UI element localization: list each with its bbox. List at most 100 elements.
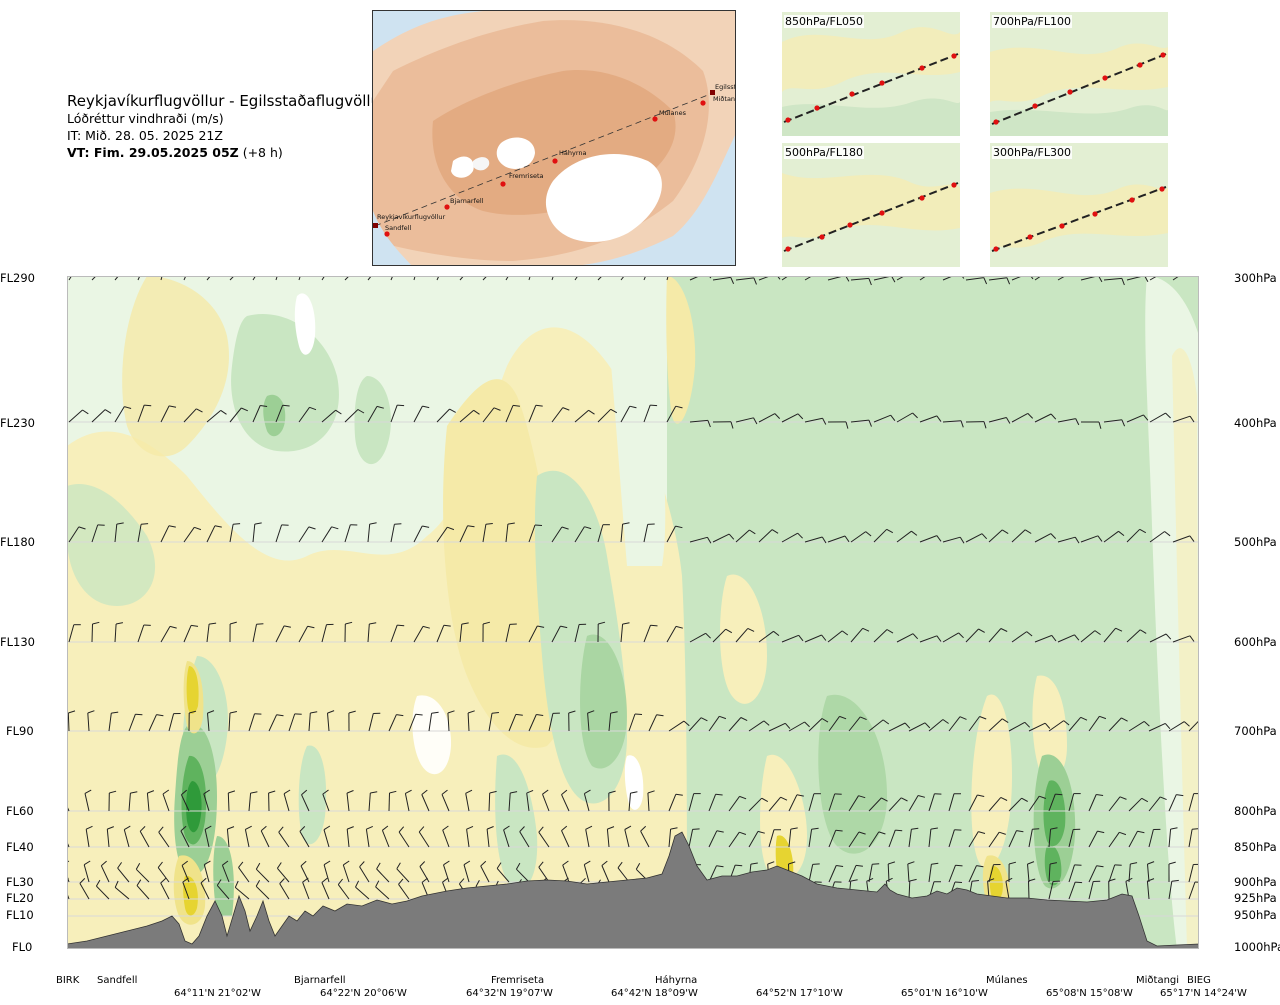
wind-barb-feather [675,793,683,796]
wind-barb-feather [907,861,915,865]
wind-barb [100,865,110,883]
wind-barb-feather [475,880,480,887]
wind-barb [624,829,630,848]
wind-barb [735,529,750,543]
wind-barb [788,829,792,848]
wind-barb [1128,797,1143,812]
wind-barb-feather [355,880,360,888]
thumb-500hpa[interactable]: 500hPa/FL180 [782,143,960,267]
wind-barb-feather [1121,278,1125,286]
wind-barb-feather [976,865,984,868]
wind-barb [768,829,775,848]
wind-barb [301,794,310,812]
wind-barb [443,864,450,883]
wind-barb [321,882,330,900]
axis-label-925hpa: 925hPa [1234,891,1277,905]
wind-barb-feather [1000,628,1008,632]
wind-barb-feather [398,878,404,885]
wind-barb [728,796,740,812]
wind-barb-feather [115,622,124,625]
wind-barb-feather [811,827,819,830]
wind-barb [689,536,708,543]
wind-barb [888,829,896,848]
wind-barb [67,712,70,732]
wind-barb-feather [855,864,863,867]
wind-barb-feather [515,713,523,716]
thumb-850hpa[interactable]: 850hPa/FL050 [782,12,960,136]
wind-barb [1088,716,1100,732]
wind-barb-feather [598,621,606,625]
wind-barb-feather [587,710,595,714]
wind-barb [1172,635,1191,643]
wind-barb [868,864,873,883]
wind-barb [505,624,511,643]
wind-barb [1048,720,1064,732]
wind-barb [562,864,570,883]
wind-barb-feather [886,629,894,634]
wind-barb-feather [1160,796,1167,801]
wind-barb [146,793,150,812]
wind-barb-feather [607,826,615,830]
wind-barb-feather [983,277,988,285]
wind-barb-feather [675,625,683,629]
wind-barb-feather [1008,861,1017,865]
wind-barb-feather [526,789,534,794]
wind-barb-feather [561,526,569,530]
wind-barb-feather [180,825,187,832]
wind-barb [908,795,919,812]
wind-barb-feather [955,864,963,867]
wind-barb-feather [345,621,353,625]
wind-barb-feather [510,791,518,794]
wind-barb-feather [135,862,141,870]
thumb-850-drawing [782,12,960,136]
wind-barb-feather [730,421,734,429]
wind-barb [359,866,370,883]
wind-barb [114,406,125,423]
wind-barb-feather [461,622,469,625]
wind-barb [1068,793,1075,812]
wind-barb-feather [730,277,735,285]
wind-barb-feather [309,406,317,411]
axis-label-700hpa: 700hPa [1234,724,1277,738]
wind-barb [1057,634,1075,643]
wind-barb [1028,880,1030,900]
wind-barb-feather [979,716,987,720]
wind-barb [260,830,270,848]
wind-barb [768,796,781,812]
wind-barb-feather [376,862,381,870]
wind-barb-feather [276,862,282,869]
wind-barb-feather [821,634,827,641]
wind-barb-feather [394,523,402,525]
wind-barb [688,793,695,812]
wind-barb-feather [254,522,262,525]
cross-section-plot [61,262,1208,950]
wind-barb-feather [872,863,880,865]
wind-barb [180,794,190,812]
wind-barb [712,628,727,643]
wind-barb [597,408,612,423]
wind-barb-feather [942,719,949,724]
route-title: Reykjavíkurflugvöllur - Egilsstaðaflugvö… [67,92,387,110]
wind-barb-feather [245,825,252,830]
wind-barb-feather [656,714,664,717]
wind-barb-feather [310,711,318,714]
wind-barb [346,829,350,848]
axis-label-fl60: FL60 [6,804,34,818]
thumb-700hpa[interactable]: 700hPa/FL100 [990,12,1168,136]
wind-barb [712,276,731,281]
wind-barb [288,713,296,732]
wind-barb-feather [191,624,199,627]
wind-barb-feather [675,405,683,409]
wind-barb-feather [467,525,475,528]
wind-barb [275,524,283,543]
wind-barb-feather [987,878,995,882]
wind-barb-feather [1016,830,1024,833]
wind-barb-feather [181,860,189,866]
wind-barb [965,533,983,543]
thumb-300hpa[interactable]: 300hPa/FL300 [990,143,1168,267]
wind-barb [608,713,612,732]
wind-barb-feather [422,625,430,629]
wind-barb [203,793,210,812]
wind-barb-feather [542,789,549,795]
wind-barb-feather [84,789,92,794]
